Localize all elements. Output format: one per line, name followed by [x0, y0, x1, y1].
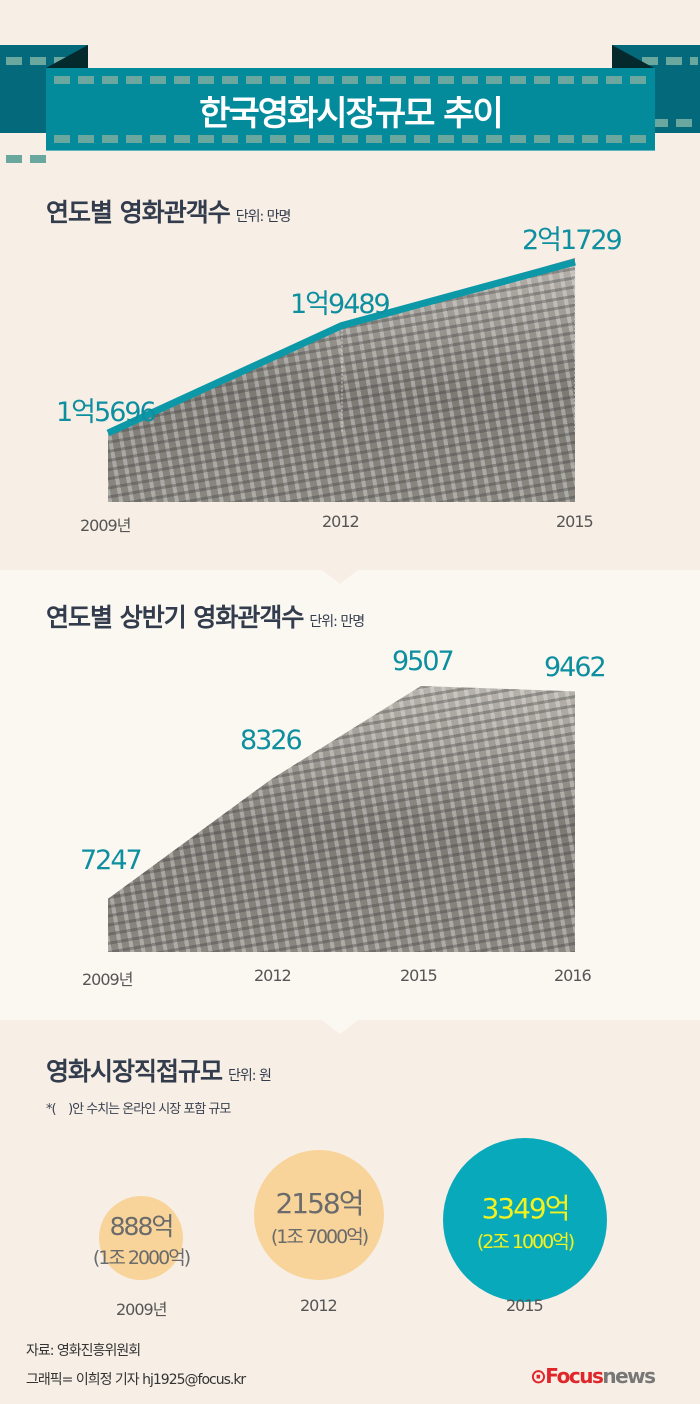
chart2-label-2009: 7247 [80, 845, 143, 876]
chart2-year-2016: 2016 [554, 966, 592, 985]
chart2-year-2009: 2009년 [82, 970, 133, 989]
chart2-title: 연도별 상반기 영화관객수 단위: 만명 [46, 603, 365, 632]
bubble-2012: 2158억 (1조 7000억) [254, 1150, 384, 1280]
bubble-2015-value: 3349억 [481, 1191, 570, 1225]
chart2-label-2012: 8326 [240, 725, 303, 756]
bubble-2009: 888억 (1조 2000억) [93, 1196, 191, 1280]
title-ribbon: 한국영화시장규모 추이 [46, 68, 655, 150]
source-text: 자료: 영화진흥위원회 [26, 1343, 141, 1359]
notch-1 [322, 570, 358, 584]
credit-text: 그래픽= 이희정 기자 hj1925@focus.kr [26, 1372, 246, 1388]
chart2-year-2012: 2012 [254, 966, 292, 985]
fold-left [46, 45, 88, 68]
chart3-unit: 단위: 원 [228, 1068, 272, 1084]
chart1-label-2012: 1억9489 [290, 289, 391, 320]
chart1-line [106, 258, 576, 437]
page-title: 한국영화시장규모 추이 [199, 94, 504, 134]
chart1-title: 연도별 영화관객수 단위: 만명 [46, 198, 292, 227]
chart3-year-2009: 2009년 [116, 1300, 167, 1319]
chart2-label-2015: 9507 [392, 646, 455, 677]
fold-right [612, 45, 654, 68]
chart1-unit: 단위: 만명 [235, 209, 292, 225]
chart2-unit: 단위: 만명 [309, 614, 365, 630]
chart1-year-2009: 2009년 [80, 516, 131, 535]
chart1-year-2012: 2012 [322, 512, 360, 531]
bubble-2012-online: (1조 7000억) [270, 1225, 369, 1248]
chart1-label-2015: 2억1729 [522, 225, 623, 256]
chart1-label-2009: 1억5696 [56, 397, 157, 428]
chart3-year-2015: 2015 [506, 1296, 544, 1315]
notch-2 [322, 1020, 358, 1034]
chart3-year-2012: 2012 [300, 1296, 338, 1315]
chart1-year-2015: 2015 [556, 512, 594, 531]
bubble-2012-value: 2158억 [275, 1186, 364, 1220]
bubble-2009-online: (1조 2000억) [92, 1246, 191, 1269]
focusnews-logo: ⊙Focusnews [530, 1364, 656, 1388]
chart2-label-2016: 9462 [544, 652, 607, 683]
chart3-title: 영화시장직접규모 단위: 원 [46, 1057, 272, 1086]
bubble-2009-value: 888억 [109, 1211, 175, 1241]
bubble-2015: 3349억 (2조 1000억) [443, 1138, 607, 1302]
chart2-year-2015: 2015 [400, 966, 438, 985]
bubble-2015-online: (2조 1000억) [476, 1230, 575, 1253]
chart3-note: *( )안 수치는 온라인 시장 포함 규모 [46, 1102, 231, 1117]
